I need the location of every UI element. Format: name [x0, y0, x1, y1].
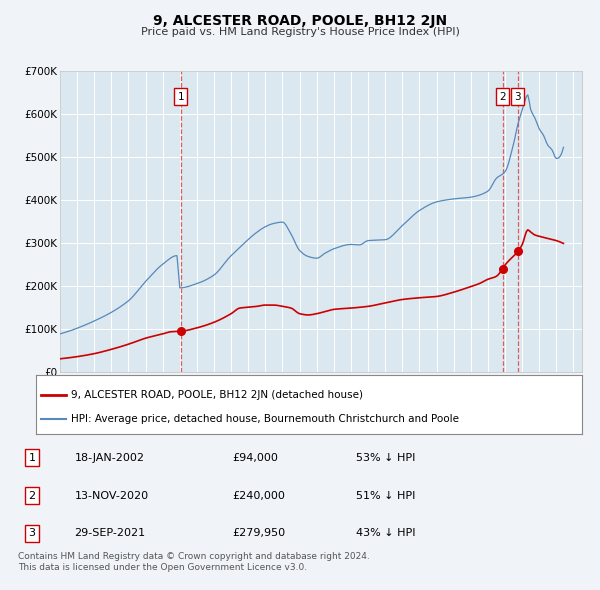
Text: 43% ↓ HPI: 43% ↓ HPI [356, 529, 416, 538]
Text: 53% ↓ HPI: 53% ↓ HPI [356, 453, 416, 463]
Text: 2: 2 [499, 91, 506, 101]
Text: 13-NOV-2020: 13-NOV-2020 [74, 491, 149, 500]
Text: 1: 1 [29, 453, 35, 463]
Text: 9, ALCESTER ROAD, POOLE, BH12 2JN (detached house): 9, ALCESTER ROAD, POOLE, BH12 2JN (detac… [71, 391, 364, 400]
Text: 29-SEP-2021: 29-SEP-2021 [74, 529, 146, 538]
Text: £279,950: £279,950 [232, 529, 286, 538]
Text: 51% ↓ HPI: 51% ↓ HPI [356, 491, 416, 500]
Text: 18-JAN-2002: 18-JAN-2002 [74, 453, 145, 463]
Text: £94,000: £94,000 [232, 453, 278, 463]
Text: Contains HM Land Registry data © Crown copyright and database right 2024.
This d: Contains HM Land Registry data © Crown c… [18, 552, 370, 572]
Text: 9, ALCESTER ROAD, POOLE, BH12 2JN: 9, ALCESTER ROAD, POOLE, BH12 2JN [153, 14, 447, 28]
Text: £240,000: £240,000 [232, 491, 285, 500]
Text: 3: 3 [29, 529, 35, 538]
Text: 3: 3 [515, 91, 521, 101]
Text: 2: 2 [29, 491, 35, 500]
Text: Price paid vs. HM Land Registry's House Price Index (HPI): Price paid vs. HM Land Registry's House … [140, 28, 460, 37]
Text: 1: 1 [178, 91, 184, 101]
Text: HPI: Average price, detached house, Bournemouth Christchurch and Poole: HPI: Average price, detached house, Bour… [71, 414, 460, 424]
